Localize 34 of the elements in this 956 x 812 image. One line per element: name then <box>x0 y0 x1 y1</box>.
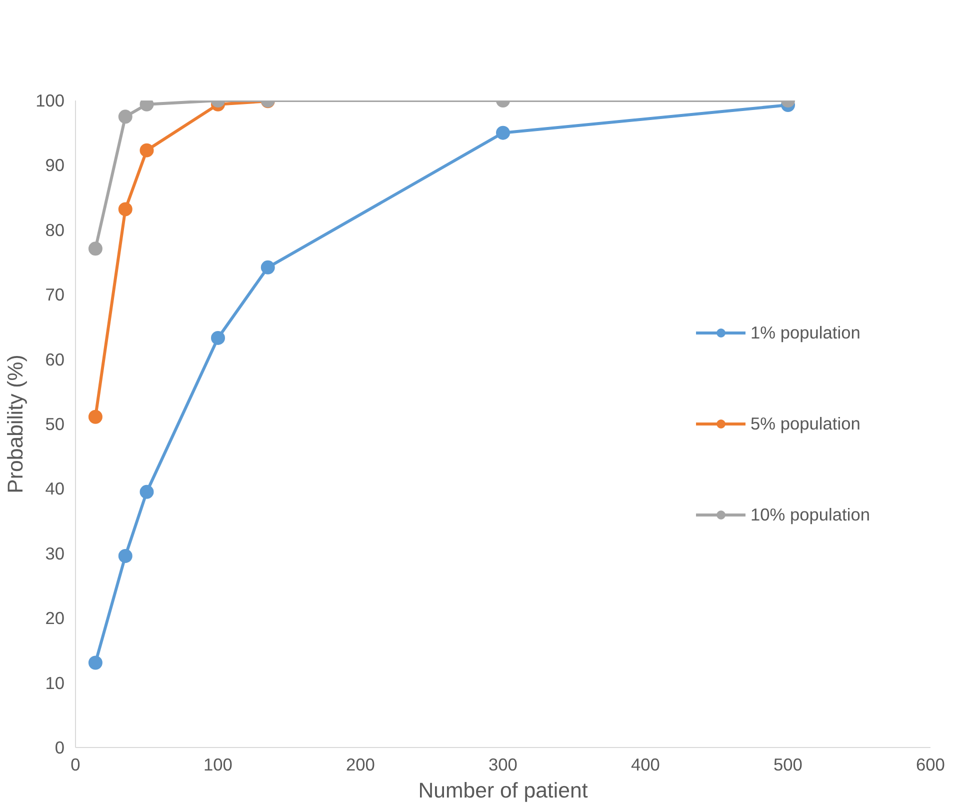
x-tick-label: 200 <box>346 754 375 774</box>
x-tick-label: 400 <box>631 754 660 774</box>
x-tick-label: 100 <box>204 754 232 774</box>
point <box>211 330 225 345</box>
y-tick-label: 30 <box>45 543 65 564</box>
point <box>118 549 132 563</box>
legend-label: 5% population <box>750 413 860 434</box>
x-tick-label: 300 <box>488 754 518 774</box>
y-tick-label: 100 <box>36 90 65 110</box>
y-tick-label: 0 <box>54 738 65 758</box>
point <box>118 202 132 216</box>
legend-label: 1% population <box>750 322 860 343</box>
y-tick-label: 20 <box>45 608 65 628</box>
point <box>496 126 510 140</box>
y-axis-title: Probability (%) <box>4 354 28 494</box>
y-tick-label: 90 <box>45 155 65 176</box>
point <box>140 484 154 499</box>
point <box>88 410 102 424</box>
point <box>118 110 132 124</box>
point <box>88 242 102 256</box>
point <box>140 143 154 158</box>
y-tick-label: 10 <box>45 672 65 693</box>
point <box>260 260 275 274</box>
x-tick-label: 500 <box>774 754 802 774</box>
x-axis-title: Number of patient <box>418 778 588 802</box>
x-tick-label: 600 <box>916 754 945 774</box>
y-tick-label: 40 <box>45 478 65 499</box>
point <box>88 656 102 670</box>
y-tick-label: 70 <box>45 284 65 305</box>
legend-label: 10% population <box>750 504 870 525</box>
y-tick-label: 80 <box>45 220 65 240</box>
x-tick-label: 0 <box>70 754 80 774</box>
y-tick-label: 60 <box>45 349 65 370</box>
y-tick-label: 50 <box>45 414 65 434</box>
